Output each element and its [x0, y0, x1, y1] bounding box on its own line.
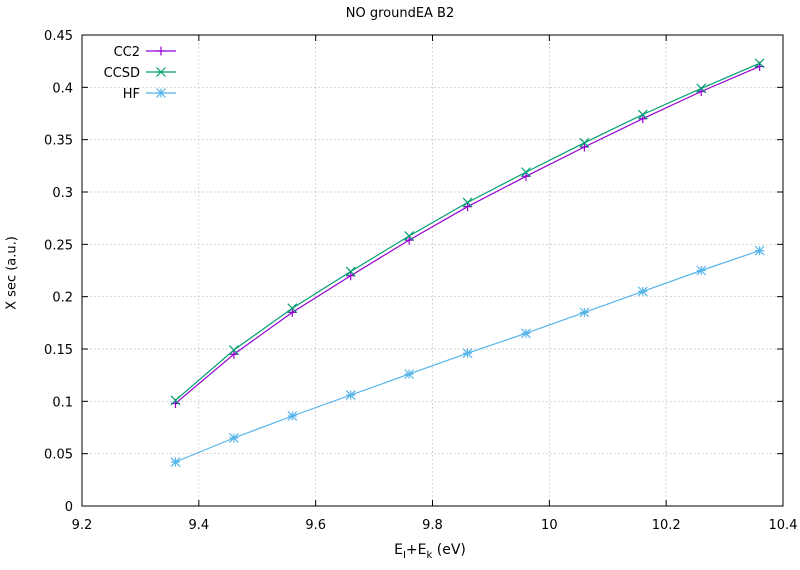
legend: CC2 CCSD HF	[104, 45, 176, 102]
legend-item-cc2: CC2	[114, 45, 176, 60]
legend-item-hf: HF	[123, 87, 176, 102]
data-point	[462, 348, 473, 359]
data-point	[521, 167, 531, 178]
data-point	[637, 109, 648, 120]
x-tick-label: 10.2	[652, 518, 681, 533]
y-tick-label: 0.4	[52, 81, 73, 96]
data-point	[404, 231, 415, 241]
x-axis-label: EI+Ek (eV)	[394, 542, 466, 561]
data-point	[345, 266, 356, 277]
x-tick-label: 9.6	[305, 518, 326, 533]
data-point	[404, 235, 414, 245]
x-tick-label: 10.4	[769, 518, 798, 533]
legend-item-ccsd: CCSD	[104, 66, 176, 81]
data-point	[696, 83, 707, 94]
y-tick-label: 0.2	[52, 291, 73, 306]
y-tick-label: 0.45	[44, 29, 73, 44]
x-tick-label: 9.8	[422, 518, 443, 533]
data-point	[462, 197, 473, 208]
y-tick-label: 0.1	[52, 395, 73, 410]
data-point	[579, 142, 589, 152]
legend-label: CCSD	[104, 66, 140, 81]
data-point	[287, 303, 298, 314]
y-tick-label: 0.25	[44, 238, 73, 253]
data-point	[579, 137, 590, 148]
data-point	[228, 433, 239, 443]
data-point	[754, 58, 765, 69]
y-tick-label: 0.35	[44, 134, 73, 149]
data-point	[463, 202, 473, 212]
x-tick-label: 9.2	[72, 518, 93, 533]
series-hf	[170, 245, 765, 467]
data-point	[346, 271, 356, 281]
chart-title: NO groundEA B2	[345, 6, 455, 21]
axes	[81, 34, 784, 507]
y-tick-label: 0.3	[52, 186, 73, 201]
data-point	[521, 328, 531, 339]
data-point	[579, 307, 590, 318]
y-tick-label: 0	[65, 500, 73, 515]
data-point	[696, 265, 707, 276]
legend-marker	[156, 88, 166, 98]
tick-labels: 0 0.05 0.1 0.15 0.2 0.25 0.3 0.35 0.4 0.45 9.2 9.4 9…	[44, 29, 797, 533]
x-tick-label: 9.4	[188, 518, 209, 533]
data-point	[638, 114, 648, 124]
data-point	[170, 457, 181, 467]
data-point	[229, 349, 239, 359]
legend-label: HF	[123, 87, 140, 102]
legend-marker	[156, 67, 166, 77]
y-tick-label: 0.05	[44, 448, 73, 463]
data-point	[287, 307, 297, 317]
series-layer	[170, 58, 765, 467]
data-point	[754, 245, 765, 256]
data-point	[637, 286, 648, 297]
data-point	[404, 369, 415, 380]
grid-lines	[82, 35, 783, 506]
x-tick-label: 10	[541, 518, 558, 533]
y-axis-label: X sec (a.u.)	[4, 236, 20, 310]
data-point	[345, 390, 356, 400]
series-ccsd	[170, 58, 765, 406]
legend-label: CC2	[114, 45, 140, 60]
data-point	[228, 345, 239, 355]
y-tick-label: 0.15	[44, 343, 73, 358]
data-point	[287, 411, 298, 421]
legend-marker	[156, 46, 166, 56]
plot-frame	[81, 34, 784, 507]
data-point	[170, 395, 181, 406]
data-point	[521, 171, 531, 181]
